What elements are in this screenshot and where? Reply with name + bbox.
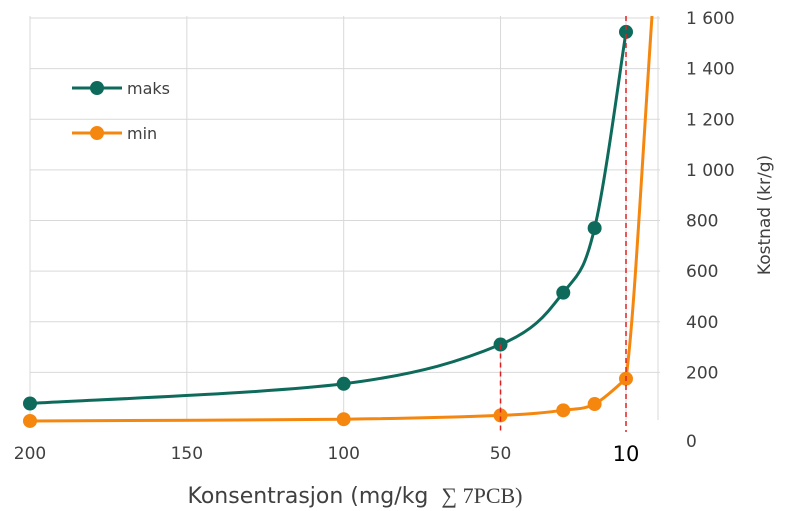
data-point-maks xyxy=(556,285,571,300)
y-tick-label: 600 xyxy=(686,262,718,282)
data-point-maks xyxy=(23,396,37,411)
legend: maks min xyxy=(72,79,170,143)
x-tick-label: 100 xyxy=(327,444,359,464)
x-tick-label: 150 xyxy=(171,444,203,464)
gridlines xyxy=(29,16,660,420)
series-line-maks xyxy=(29,31,628,405)
y-tick-label: 1 400 xyxy=(686,60,735,80)
x-axis-title-main: Konsentrasjon (mg/kg xyxy=(188,484,429,509)
legend-swatch-marker xyxy=(90,126,104,140)
y-tick-label: 800 xyxy=(686,212,718,232)
y-tick-label: 1 200 xyxy=(686,110,735,130)
x-axis-ticks: 200 150 100 50 10 xyxy=(14,442,640,466)
x-tick-label: 200 xyxy=(14,444,46,464)
series-maks xyxy=(23,24,633,411)
legend-swatch-marker xyxy=(90,81,104,95)
y-tick-label: 1 600 xyxy=(686,9,735,29)
x-axis-title: Konsentrasjon (mg/kg ∑ 7PCB) xyxy=(188,483,523,509)
data-point-maks xyxy=(587,221,602,236)
legend-item-min: min xyxy=(72,124,157,143)
series-line-min xyxy=(29,15,654,423)
reference-lines xyxy=(499,16,627,432)
x-axis-title-suffix: ∑ 7PCB) xyxy=(441,483,522,508)
y-axis-title: Kostnad (kr/g) xyxy=(755,155,775,275)
series-layer xyxy=(23,15,654,428)
data-point-min xyxy=(493,408,508,423)
data-point-min xyxy=(336,412,351,427)
y-tick-label: 400 xyxy=(686,313,718,333)
y-tick-label: 200 xyxy=(686,363,718,383)
y-axis-ticks: 0 200 400 600 800 1 000 1 200 1 400 1 600 xyxy=(686,9,735,452)
legend-label: min xyxy=(127,124,157,143)
legend-item-maks: maks xyxy=(72,79,170,98)
data-point-min xyxy=(587,397,602,412)
data-point-maks xyxy=(336,376,351,391)
series-min xyxy=(23,15,654,428)
data-point-min xyxy=(23,413,37,428)
data-point-min xyxy=(556,403,571,418)
data-point-maks xyxy=(619,24,633,39)
y-tick-label: 1 000 xyxy=(686,161,735,181)
legend-label: maks xyxy=(127,79,170,98)
x-tick-label: 50 xyxy=(490,444,512,464)
y-tick-label: 0 xyxy=(686,432,697,452)
x-tick-label: 10 xyxy=(613,442,640,466)
